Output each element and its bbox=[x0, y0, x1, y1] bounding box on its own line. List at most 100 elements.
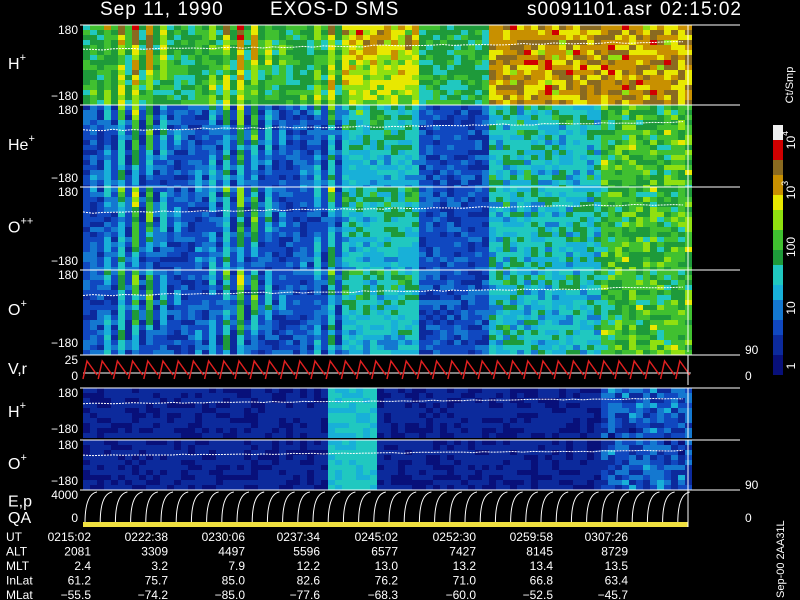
spectrogram-cell bbox=[146, 217, 153, 222]
spectrogram-cell bbox=[489, 80, 496, 85]
spectrogram-cell bbox=[195, 270, 202, 275]
spectrogram-cell bbox=[300, 70, 307, 75]
spectrogram-cell bbox=[657, 120, 664, 125]
spectrogram-cell bbox=[237, 80, 244, 85]
spectrogram-cell bbox=[279, 140, 286, 145]
spectrogram-cell bbox=[482, 227, 489, 232]
spectrogram-cell bbox=[650, 65, 657, 70]
spectrogram-cell bbox=[643, 65, 650, 70]
spectrogram-cell bbox=[349, 70, 356, 75]
spectrogram-cell bbox=[83, 242, 90, 247]
spectrogram-cell bbox=[167, 45, 174, 50]
spectrogram-cell bbox=[461, 110, 468, 115]
spectrogram-cell bbox=[153, 60, 160, 65]
spectrogram-cell bbox=[552, 110, 559, 115]
spectrogram-cell bbox=[97, 252, 104, 257]
spectrogram-cell bbox=[90, 212, 97, 217]
spectrogram-cell bbox=[90, 237, 97, 242]
spectrogram-cell bbox=[321, 335, 328, 340]
spectrogram-cell bbox=[167, 170, 174, 175]
spectrogram-cell bbox=[650, 110, 657, 115]
spectrogram-cell bbox=[650, 130, 657, 135]
spectrogram-cell bbox=[286, 275, 293, 280]
spectrogram-cell bbox=[370, 170, 377, 175]
spectrogram-cell bbox=[475, 55, 482, 60]
spectrogram-cell bbox=[664, 115, 671, 120]
spectrogram-cell bbox=[419, 175, 426, 180]
spectrogram-cell bbox=[272, 95, 279, 100]
spectrogram-cell bbox=[181, 110, 188, 115]
spectrogram-cell bbox=[244, 75, 251, 80]
spectrogram-cell bbox=[293, 247, 300, 252]
spectrogram-cell bbox=[83, 340, 90, 345]
spectrogram-cell bbox=[601, 192, 608, 197]
spectrogram-cell bbox=[615, 212, 622, 217]
spectrogram-cell bbox=[181, 212, 188, 217]
spectrogram-cell bbox=[601, 55, 608, 60]
spectrogram-cell bbox=[111, 320, 118, 325]
spectrogram-cell bbox=[125, 150, 132, 155]
spectrogram-cell bbox=[321, 280, 328, 285]
spectrogram-cell bbox=[671, 217, 678, 222]
spectrogram-cell bbox=[524, 35, 531, 40]
spectrogram-cell bbox=[300, 30, 307, 35]
spectrogram-cell bbox=[321, 155, 328, 160]
spectrogram-cell bbox=[608, 262, 615, 267]
spectrogram-cell bbox=[104, 290, 111, 295]
spectrogram-cell bbox=[307, 150, 314, 155]
spectrogram-cell bbox=[475, 35, 482, 40]
spectrogram-cell bbox=[286, 247, 293, 252]
spectrogram-cell bbox=[258, 80, 265, 85]
spectrogram-cell bbox=[111, 100, 118, 105]
spectrogram-cell bbox=[230, 110, 237, 115]
spectrogram-cell bbox=[650, 80, 657, 85]
spectrogram-cell bbox=[202, 125, 209, 130]
spectrogram-cell bbox=[615, 25, 622, 30]
spectrogram-cell bbox=[111, 45, 118, 50]
spectrogram-cell bbox=[83, 90, 90, 95]
spectrogram-cell bbox=[321, 207, 328, 212]
spectrogram-cell bbox=[426, 75, 433, 80]
spectrogram-cell bbox=[90, 80, 97, 85]
spectrogram-cell bbox=[517, 197, 524, 202]
spectrogram-cell bbox=[125, 187, 132, 192]
spectrogram-cell bbox=[482, 170, 489, 175]
spectrogram-cell bbox=[321, 170, 328, 175]
spectrogram-cell bbox=[454, 160, 461, 165]
spectrogram-cell bbox=[279, 35, 286, 40]
spectrogram-cell bbox=[566, 175, 573, 180]
spectrogram-cell bbox=[209, 130, 216, 135]
spectrogram-cell bbox=[545, 85, 552, 90]
spectrogram-cell bbox=[181, 295, 188, 300]
spectrogram-cell bbox=[181, 285, 188, 290]
spectrogram-cell bbox=[636, 35, 643, 40]
spectrogram-cell bbox=[482, 160, 489, 165]
spectrogram-cell bbox=[384, 115, 391, 120]
spectrogram-cell bbox=[195, 85, 202, 90]
spectrogram-cell bbox=[293, 280, 300, 285]
spectrogram-cell bbox=[258, 150, 265, 155]
spectrogram-cell bbox=[398, 90, 405, 95]
spectrogram-cell bbox=[496, 207, 503, 212]
spectrogram-cell bbox=[510, 150, 517, 155]
spectrogram-cell bbox=[202, 290, 209, 295]
spectrogram-cell bbox=[321, 35, 328, 40]
spectrogram-cell bbox=[552, 40, 559, 45]
spectrogram-cell bbox=[412, 60, 419, 65]
spectrogram-cell bbox=[538, 197, 545, 202]
spectrogram-cell bbox=[125, 335, 132, 340]
spectrogram-cell bbox=[307, 120, 314, 125]
spectrogram-cell bbox=[650, 227, 657, 232]
spectrogram-cell bbox=[475, 45, 482, 50]
spectrogram-cell bbox=[167, 30, 174, 35]
spectrogram-cell bbox=[209, 65, 216, 70]
spectrogram-cell bbox=[237, 65, 244, 70]
spectrogram-cell bbox=[601, 50, 608, 55]
spectrogram-cell bbox=[209, 290, 216, 295]
spectrogram-cell bbox=[83, 270, 90, 275]
spectrogram-cell bbox=[580, 75, 587, 80]
spectrogram-cell bbox=[363, 212, 370, 217]
spectrogram-cell bbox=[111, 125, 118, 130]
spectrogram-cell bbox=[524, 160, 531, 165]
spectrogram-cell bbox=[279, 95, 286, 100]
